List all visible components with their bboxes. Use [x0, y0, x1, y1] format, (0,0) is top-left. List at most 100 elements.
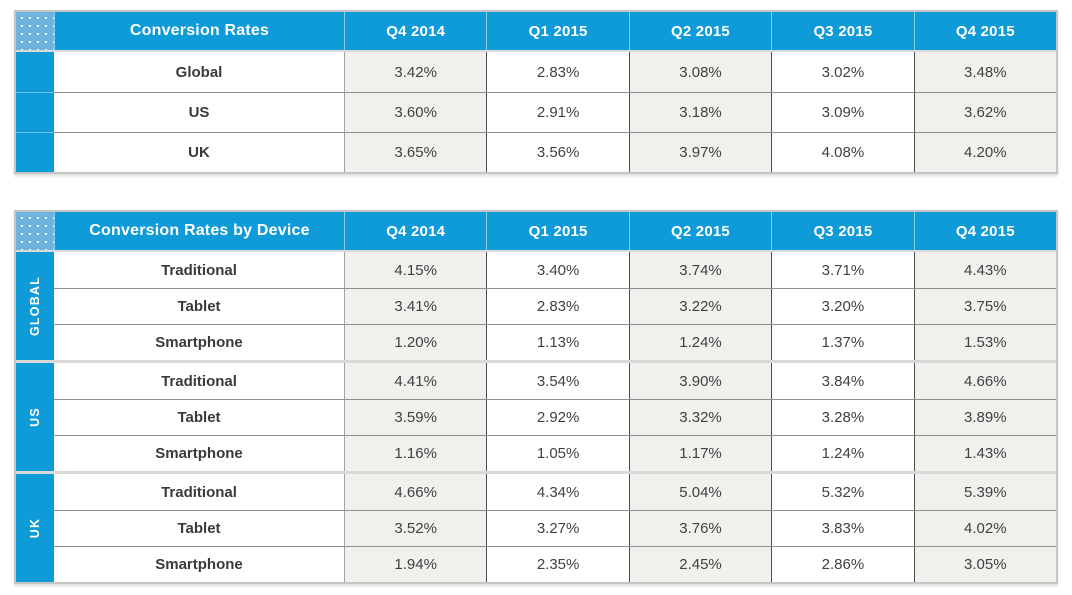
table2-corner-cell [16, 212, 54, 250]
value-cell: 3.65% [344, 133, 487, 172]
value-cell: 3.54% [486, 363, 628, 399]
value-cell: 3.74% [628, 252, 772, 288]
row-label-uk: UK [188, 144, 210, 161]
row-label-traditional: Traditional [161, 483, 237, 501]
table1-column-header-q2-2015: Q2 2015 [628, 12, 771, 50]
value-cell: 3.41% [344, 289, 487, 324]
table-row-global-tablet: Tablet 3.41% 2.83% 3.22% 3.20% 3.75% [54, 288, 1057, 324]
table1-row-us: US 3.60% 2.91% 3.18% 3.09% 3.62% [16, 92, 1057, 132]
value-cell: 2.92% [486, 400, 628, 435]
table2-column-header-q4-2015: Q4 2015 [913, 212, 1056, 250]
value-cell: 4.20% [913, 133, 1057, 172]
region-band-uk: UK [16, 474, 54, 582]
row-label-traditional: Traditional [161, 372, 237, 390]
region-band-global: GLOBAL [16, 252, 54, 360]
table-row-global-smartphone: Smartphone 1.20% 1.13% 1.24% 1.37% 1.53% [54, 324, 1057, 360]
row-label-smartphone: Smartphone [155, 556, 243, 573]
row-label-smartphone: Smartphone [155, 445, 243, 462]
value-cell: 2.83% [486, 52, 628, 92]
region-band-label: US [28, 407, 42, 427]
table-row-uk-smartphone: Smartphone 1.94% 2.35% 2.45% 2.86% 3.05% [54, 546, 1057, 582]
row-label-tablet: Tablet [177, 520, 221, 537]
value-cell: 1.20% [344, 325, 487, 360]
region-band-label: UK [28, 517, 42, 539]
value-cell: 3.22% [628, 289, 772, 324]
left-accent-strip [16, 92, 54, 132]
value-cell: 3.83% [771, 511, 913, 546]
table-row-us-tablet: Tablet 3.59% 2.92% 3.32% 3.28% 3.89% [54, 399, 1057, 435]
row-label-smartphone: Smartphone [155, 334, 243, 351]
value-cell: 4.66% [913, 363, 1057, 399]
conversion-rates-by-device-table: Conversion Rates by Device Q4 2014 Q1 20… [14, 210, 1058, 584]
value-cell: 1.05% [486, 436, 628, 471]
value-cell: 1.16% [344, 436, 487, 471]
region-band-label: GLOBAL [28, 276, 42, 336]
value-cell: 5.04% [628, 474, 772, 510]
value-cell: 1.24% [771, 436, 913, 471]
value-cell: 4.02% [913, 511, 1057, 546]
value-cell: 1.43% [913, 436, 1057, 471]
table-row-uk-traditional: Traditional 4.66% 4.34% 5.04% 5.32% 5.39… [54, 474, 1057, 510]
table-row-us-smartphone: Smartphone 1.16% 1.05% 1.17% 1.24% 1.43% [54, 435, 1057, 471]
value-cell: 5.32% [771, 474, 913, 510]
value-cell: 2.45% [628, 547, 772, 582]
table2-title: Conversion Rates by Device [54, 212, 344, 250]
table1-corner-cell [16, 12, 54, 50]
value-cell: 3.71% [771, 252, 913, 288]
row-label-tablet: Tablet [177, 409, 221, 426]
value-cell: 1.24% [628, 325, 772, 360]
value-cell: 3.02% [771, 52, 913, 92]
table2-column-header-q2-2015: Q2 2015 [628, 212, 771, 250]
value-cell: 1.53% [913, 325, 1057, 360]
value-cell: 3.90% [628, 363, 772, 399]
value-cell: 4.41% [344, 363, 487, 399]
value-cell: 4.08% [771, 133, 913, 172]
value-cell: 3.28% [771, 400, 913, 435]
value-cell: 3.89% [913, 400, 1057, 435]
value-cell: 4.34% [486, 474, 628, 510]
value-cell: 3.48% [913, 52, 1057, 92]
value-cell: 3.84% [771, 363, 913, 399]
table-row-global-traditional: Traditional 4.15% 3.40% 3.74% 3.71% 4.43… [54, 252, 1057, 288]
table2-column-header-q4-2014: Q4 2014 [344, 212, 486, 250]
value-cell: 4.43% [913, 252, 1057, 288]
table2-header-row: Conversion Rates by Device Q4 2014 Q1 20… [16, 212, 1056, 252]
value-cell: 2.35% [486, 547, 628, 582]
row-label-global: Global [175, 63, 223, 81]
value-cell: 3.59% [344, 400, 487, 435]
value-cell: 3.09% [771, 93, 913, 132]
value-cell: 3.08% [628, 52, 772, 92]
value-cell: 3.75% [913, 289, 1057, 324]
table1-row-global: Global 3.42% 2.83% 3.08% 3.02% 3.48% [16, 52, 1057, 92]
value-cell: 4.66% [344, 474, 487, 510]
table1-column-header-q1-2015: Q1 2015 [486, 12, 628, 50]
value-cell: 3.27% [486, 511, 628, 546]
value-cell: 2.83% [486, 289, 628, 324]
value-cell: 3.20% [771, 289, 913, 324]
value-cell: 4.15% [344, 252, 487, 288]
row-label-tablet: Tablet [177, 298, 221, 315]
value-cell: 3.42% [344, 52, 487, 92]
table1-title: Conversion Rates [54, 12, 344, 50]
conversion-rates-table: Conversion Rates Q4 2014 Q1 2015 Q2 2015… [14, 10, 1058, 174]
value-cell: 2.86% [771, 547, 913, 582]
table1-header-row: Conversion Rates Q4 2014 Q1 2015 Q2 2015… [16, 12, 1056, 52]
device-group-us: US Traditional 4.41% 3.54% 3.90% 3.84% 4… [16, 360, 1057, 471]
value-cell: 3.32% [628, 400, 772, 435]
value-cell: 3.97% [628, 133, 772, 172]
table1-column-header-q4-2015: Q4 2015 [913, 12, 1056, 50]
value-cell: 3.40% [486, 252, 628, 288]
value-cell: 5.39% [913, 474, 1057, 510]
table1-column-header-q4-2014: Q4 2014 [344, 12, 486, 50]
value-cell: 3.60% [344, 93, 487, 132]
left-accent-strip [16, 132, 54, 172]
value-cell: 1.13% [486, 325, 628, 360]
value-cell: 3.56% [486, 133, 628, 172]
table1-row-uk: UK 3.65% 3.56% 3.97% 4.08% 4.20% [16, 132, 1057, 172]
value-cell: 1.94% [344, 547, 487, 582]
region-band-us: US [16, 363, 54, 471]
device-group-global: GLOBAL Traditional 4.15% 3.40% 3.74% 3.7… [16, 252, 1057, 360]
row-label-traditional: Traditional [161, 261, 237, 279]
value-cell: 1.37% [771, 325, 913, 360]
